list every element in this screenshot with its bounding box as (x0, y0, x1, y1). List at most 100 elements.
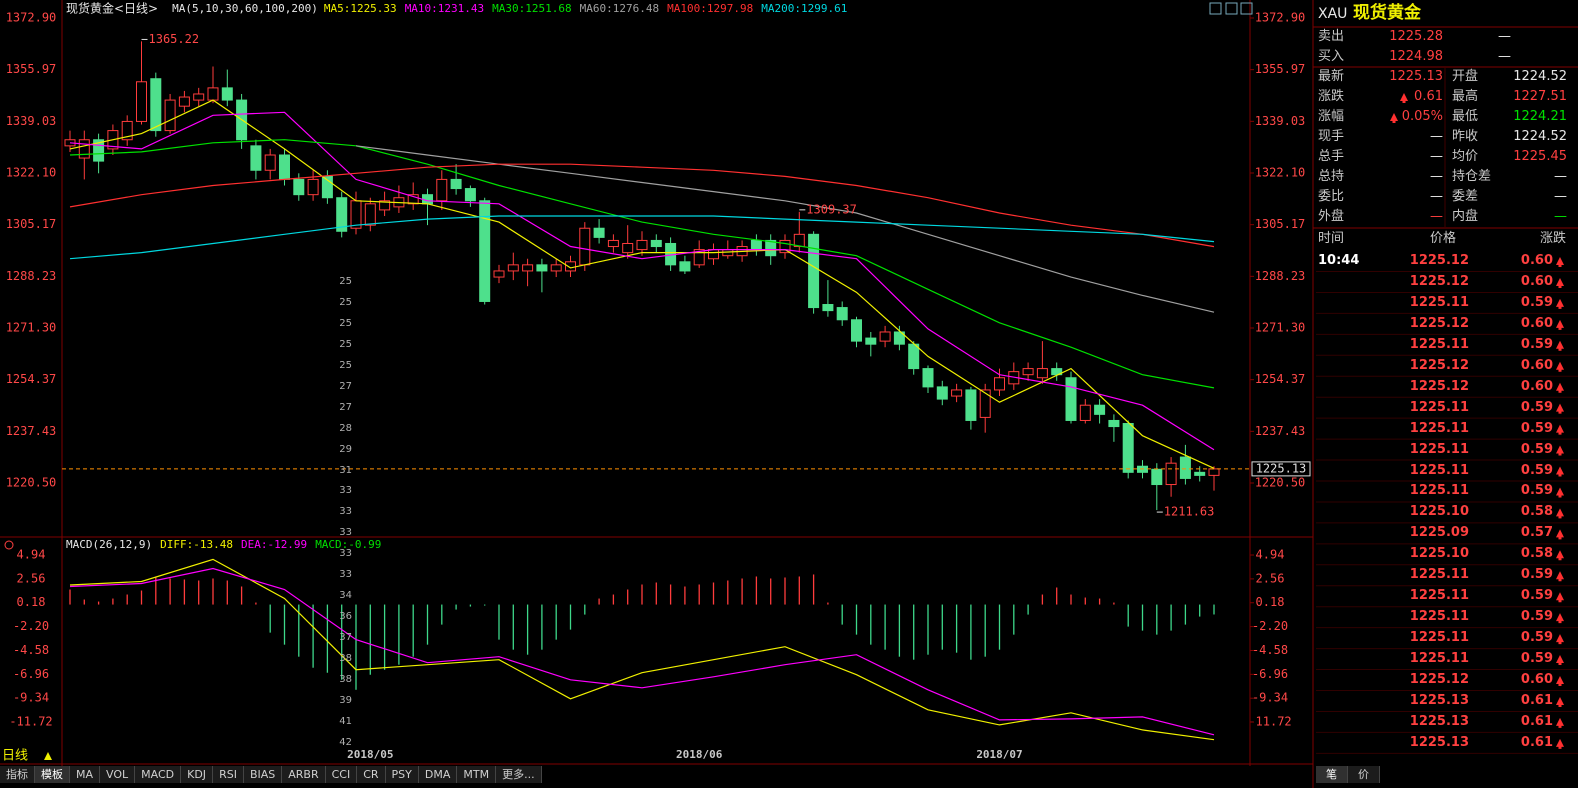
y-tick-label: 1339.03 (6, 114, 57, 128)
candle-body (879, 331, 891, 342)
trade-price: 1225.11 (1409, 336, 1469, 352)
candle-body (193, 93, 205, 101)
trades-header: 涨跌 (1539, 231, 1566, 246)
y-tick-label-right: -4.58 (1252, 643, 1288, 657)
up-arrow-icon (1556, 403, 1564, 414)
up-arrow-icon (1556, 592, 1564, 603)
y-tick-label-right: 1339.03 (1255, 114, 1306, 128)
indicator-tab[interactable]: MACD (135, 766, 182, 783)
quote-label: 委差 (1452, 189, 1479, 204)
indicator-tab[interactable]: PSY (386, 766, 419, 783)
up-arrow-icon (1556, 571, 1564, 582)
up-arrow-icon (1390, 113, 1398, 123)
trade-price: 1225.09 (1409, 525, 1469, 541)
window-icon[interactable] (1225, 2, 1238, 15)
trade-change: 0.59 (1520, 399, 1553, 415)
window-icon[interactable] (1209, 2, 1222, 15)
trade-change: 0.61 (1520, 692, 1553, 708)
side-tab[interactable]: 价 (1348, 766, 1380, 783)
extreme-label: 1365.22 (149, 32, 200, 46)
ma-line (69, 99, 1215, 469)
indicator-tab[interactable]: KDJ (181, 766, 214, 783)
indicator-tab[interactable]: MTM (457, 766, 497, 783)
candle-body (550, 264, 562, 272)
trade-time: 37 (339, 632, 352, 644)
candle-body (1022, 368, 1034, 376)
quote-value: — (1430, 149, 1443, 164)
indicator-tab[interactable]: 更多... (496, 766, 542, 783)
trade-change: 0.60 (1520, 672, 1553, 687)
y-tick-label: 0.18 (17, 595, 46, 609)
up-arrow-icon (1556, 508, 1564, 519)
indicator-tab[interactable]: CR (357, 766, 386, 783)
side-tab[interactable]: 笔 (1316, 766, 1348, 783)
indicator-tab[interactable]: ARBR (282, 766, 326, 783)
trade-price: 1225.11 (1409, 420, 1469, 436)
period-label[interactable]: 日线 (2, 749, 28, 764)
trade-change: 0.60 (1520, 357, 1553, 373)
candle-body (1179, 456, 1191, 479)
indicator-tab[interactable]: 模板 (35, 766, 70, 783)
y-tick-label-right: -2.20 (1252, 619, 1288, 633)
y-tick-label-right: -11.72 (1248, 715, 1291, 729)
trade-time: 27 (339, 401, 352, 413)
candle-body (893, 331, 905, 345)
ma-line (69, 558, 1215, 741)
quote-name: 现货黄金 (1353, 3, 1421, 23)
macd-title: MACD(26,12,9) (66, 538, 152, 551)
indicator-tab[interactable]: BIAS (244, 766, 283, 783)
candle-body (679, 261, 691, 272)
candle-body (307, 178, 319, 196)
y-tick-label-right: 1322.10 (1255, 166, 1306, 180)
candle-body (793, 233, 805, 248)
quote-value: — (1430, 209, 1443, 224)
indicator-tab[interactable]: VOL (100, 766, 136, 783)
quote-value: 1224.52 (1513, 129, 1567, 144)
candle-body (808, 233, 820, 309)
quote-label: 总手 (1318, 149, 1345, 164)
quote-label: 持仓差 (1452, 169, 1492, 184)
quote-label: 最低 (1452, 109, 1479, 124)
indicator-tab[interactable]: MA (70, 766, 101, 783)
quote-label: 涨幅 (1318, 109, 1345, 124)
trade-time: 41 (339, 715, 352, 727)
window-icon[interactable] (1240, 2, 1253, 15)
trade-change: 0.59 (1520, 336, 1553, 352)
trade-price: 1225.13 (1409, 734, 1469, 750)
candle-body (150, 78, 162, 132)
up-arrow-icon (1556, 298, 1564, 309)
indicator-tab[interactable]: CCI (326, 766, 358, 783)
candle-body (708, 249, 719, 260)
candle-body (693, 249, 705, 266)
indicator-tab[interactable]: 指标 (0, 766, 35, 783)
indicator-tab[interactable]: RSI (213, 766, 244, 783)
trade-price: 1225.12 (1409, 357, 1469, 373)
y-tick-label: -6.96 (13, 667, 49, 681)
trade-change: 0.57 (1520, 525, 1553, 541)
y-tick-label: 1254.37 (6, 372, 57, 386)
up-arrow-icon (1556, 655, 1564, 666)
ma-line (69, 163, 1215, 248)
quote-value: 1225.45 (1513, 149, 1567, 164)
trade-time: 10:44 (1318, 253, 1360, 268)
x-tick-label: 2018/06 (676, 748, 723, 761)
quote-value: 1227.51 (1513, 89, 1567, 104)
chart-title: 现货黄金<日线> (66, 1, 158, 16)
legend-entry: MA5:1225.33 (324, 2, 397, 15)
trade-change: 0.60 (1520, 253, 1553, 268)
candle-body (221, 87, 233, 101)
up-arrow-icon (1556, 277, 1564, 288)
quote-value: 0.05% (1401, 109, 1443, 124)
up-arrow-icon (1556, 717, 1564, 728)
y-tick-label: -9.34 (13, 691, 49, 705)
quote-label: 最新 (1318, 69, 1345, 84)
y-tick-label: -2.20 (13, 619, 49, 633)
y-tick-label: 4.94 (17, 548, 46, 562)
trade-price: 1225.11 (1409, 399, 1469, 415)
candle-body (1151, 468, 1163, 486)
y-tick-label: 1372.90 (6, 11, 57, 25)
quote-value: 0.61 (1414, 89, 1443, 104)
candle-body (264, 154, 276, 171)
candle-body (164, 99, 176, 132)
indicator-tab[interactable]: DMA (419, 766, 458, 783)
